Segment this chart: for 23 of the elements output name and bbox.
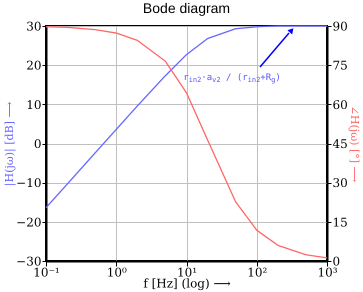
x-tick-label: 10¹ bbox=[176, 266, 198, 280]
y2-tick-label: 15 bbox=[332, 215, 348, 230]
y2-tick-label: 75 bbox=[332, 58, 348, 73]
x-tick-label: 10² bbox=[247, 266, 268, 280]
y2-tick-label: 45 bbox=[332, 137, 348, 151]
x-tick-label: 10³ bbox=[317, 266, 338, 280]
y2-axis-title: ∠H(jω) [°] ⟶ bbox=[348, 106, 361, 183]
y-tick-label: −30 bbox=[16, 254, 42, 268]
y2-tick-label: 60 bbox=[332, 98, 348, 112]
y-tick-label: 10 bbox=[26, 98, 42, 112]
y-tick-label: 30 bbox=[26, 20, 42, 34]
y-tick-label: −20 bbox=[16, 215, 42, 230]
y-tick-label: 20 bbox=[26, 58, 42, 73]
y2-tick-label: 0 bbox=[332, 254, 340, 268]
y2-tick-label: 90 bbox=[332, 20, 348, 34]
y-axis-title: |H(jω)| [dB] ⟶ bbox=[3, 102, 16, 186]
chart-title: Bode diagram bbox=[142, 0, 230, 16]
x-axis-title: f [Hz] (log) ⟶ bbox=[143, 276, 231, 290]
y2-tick-label: 30 bbox=[332, 176, 348, 190]
y-tick-label: 0 bbox=[34, 137, 42, 151]
y-tick-label: −10 bbox=[16, 176, 42, 190]
x-tick-label: 10⁰ bbox=[106, 266, 127, 280]
x-tick-label: 10⁻¹ bbox=[33, 266, 60, 280]
